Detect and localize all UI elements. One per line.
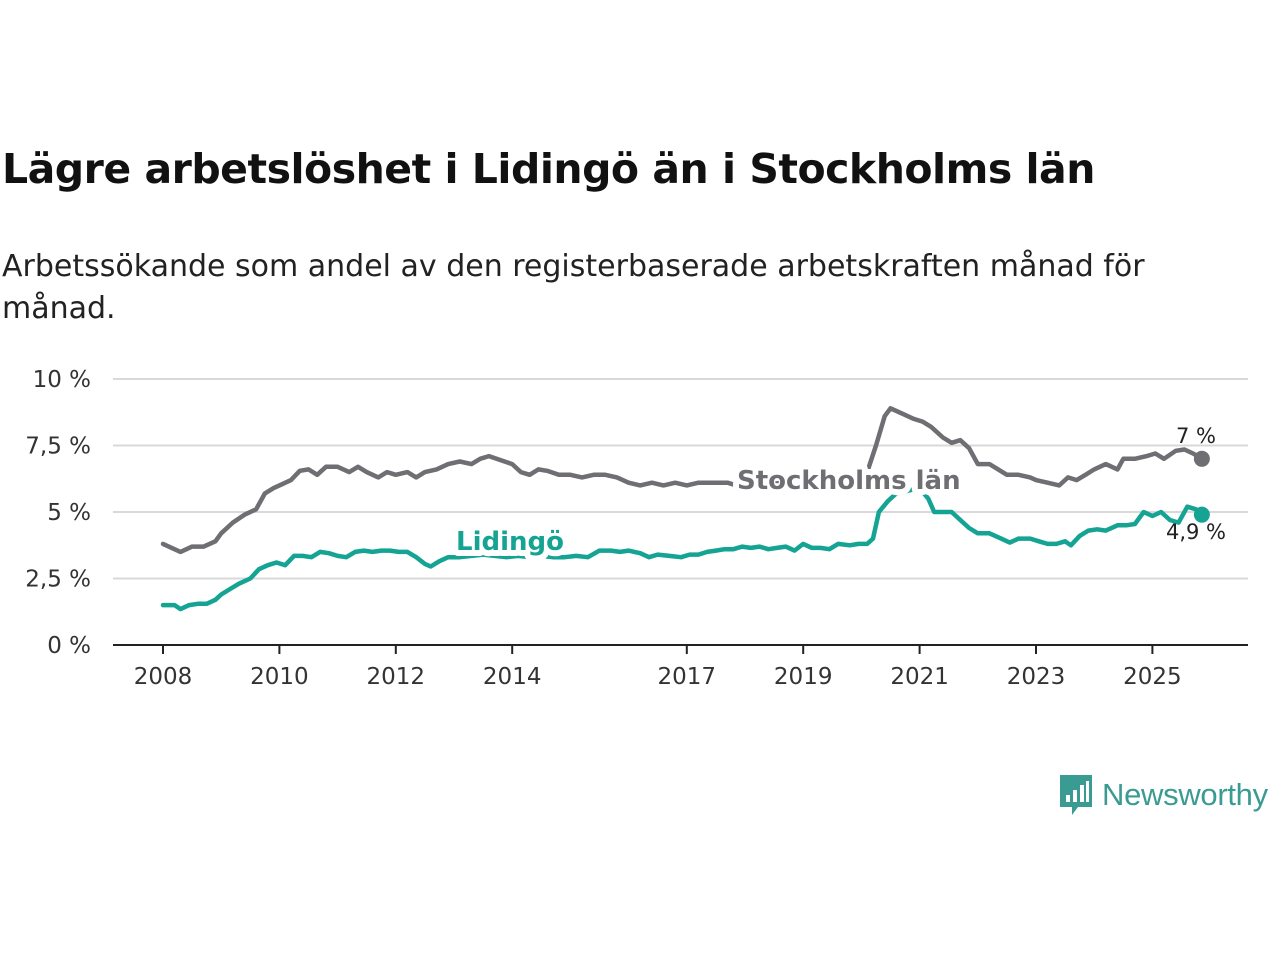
- series-end-point: [1193, 450, 1210, 467]
- x-tick-label: 2012: [367, 664, 426, 690]
- x-tick-label: 2019: [774, 664, 833, 690]
- x-axis: 2008 2010 2012 2014 2017 2019 2021 2023 2025: [113, 644, 1248, 690]
- series-lines: [160, 406, 1210, 612]
- newsworthy-chart-icon: [1060, 775, 1092, 815]
- brand-name: Newsworthy: [1102, 777, 1268, 812]
- x-tick-label: 2025: [1123, 664, 1182, 690]
- series-label: Stockholms län: [737, 466, 961, 496]
- x-tick-label: 2021: [890, 664, 949, 690]
- series-line-lidingo: [160, 485, 1205, 612]
- series-line-stockholms-lan: [160, 406, 1205, 555]
- series-end-point: [1193, 506, 1210, 523]
- chart-subtitle: Arbetssökande som andel av den registerb…: [2, 249, 1145, 326]
- series-label: Lidingö: [456, 527, 564, 557]
- y-tick-label: 0 %: [47, 633, 91, 659]
- end-value-label: 7 %: [1176, 424, 1216, 448]
- x-tick-label: 2017: [658, 664, 717, 690]
- x-tick-label: 2014: [483, 664, 542, 690]
- y-tick-label: 7,5 %: [25, 434, 91, 460]
- x-tick-label: 2008: [134, 664, 193, 690]
- newsworthy-logo: Newsworthy: [1058, 772, 1268, 818]
- end-value-label: 4,9 %: [1166, 520, 1226, 544]
- gridlines: [113, 378, 1248, 580]
- y-tick-label: 10 %: [33, 367, 91, 393]
- series-label-halo: Stockholms län: [737, 466, 961, 496]
- y-axis-tick-labels: 0 % 2,5 % 5 % 7,5 % 10 %: [25, 367, 91, 659]
- x-tick-label: 2010: [250, 664, 309, 690]
- chart-title: Lägre arbetslöshet i Lidingö än i Stockh…: [2, 145, 1095, 193]
- y-tick-label: 2,5 %: [25, 567, 91, 593]
- series-label-halo: Lidingö: [456, 527, 564, 557]
- y-tick-label: 5 %: [47, 500, 91, 526]
- x-tick-label: 2023: [1007, 664, 1066, 690]
